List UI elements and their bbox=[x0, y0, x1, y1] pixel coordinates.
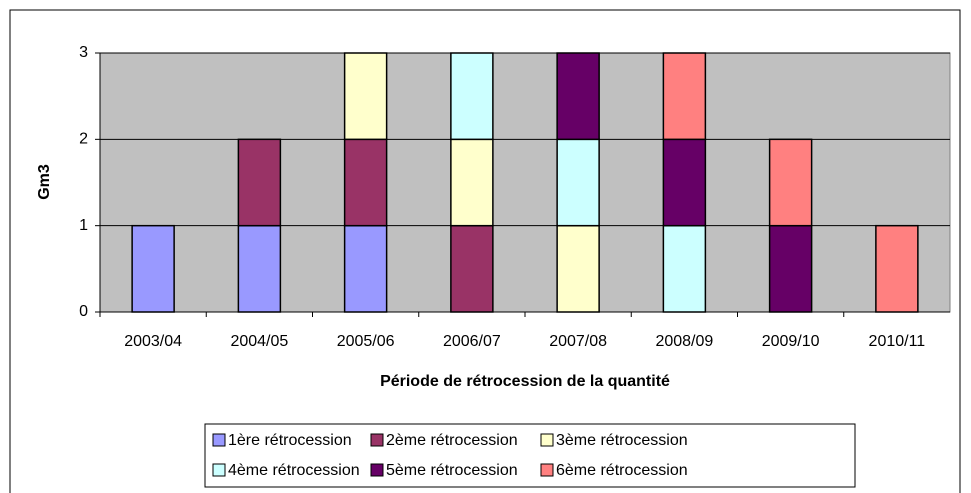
x-tick-label: 2010/11 bbox=[869, 333, 926, 350]
legend-label: 1ère rétrocession bbox=[228, 432, 352, 449]
plot-area bbox=[99, 52, 951, 313]
legend-swatch bbox=[370, 433, 384, 447]
x-tick-label: 2009/10 bbox=[762, 333, 820, 350]
bar-segment bbox=[450, 224, 494, 313]
bar-segment bbox=[662, 138, 707, 227]
legend-label: 5ème rétrocession bbox=[386, 462, 518, 479]
x-tick-label: 2006/07 bbox=[443, 333, 501, 350]
x-tick-label: 2007/08 bbox=[549, 333, 607, 350]
bar-segment bbox=[450, 52, 494, 141]
x-axis-label: Période de rétrocession de la quantité bbox=[380, 373, 670, 390]
bar-segment bbox=[343, 52, 388, 141]
legend-label: 2ème rétrocession bbox=[386, 432, 518, 449]
legend-label: 4ème rétrocession bbox=[228, 462, 360, 479]
legend-swatch bbox=[212, 463, 226, 477]
bar-segment bbox=[450, 138, 494, 227]
legend-swatch bbox=[540, 433, 554, 447]
x-tick-label: 2003/04 bbox=[124, 333, 182, 350]
legend-label: 3ème rétrocession bbox=[556, 432, 688, 449]
y-tick-label: 1 bbox=[79, 217, 88, 234]
x-tick-label: 2005/06 bbox=[337, 333, 395, 350]
y-tick-label: 3 bbox=[79, 44, 88, 61]
x-tick-label: 2004/05 bbox=[230, 333, 288, 350]
bar-segment bbox=[237, 138, 282, 227]
legend-swatch bbox=[212, 433, 226, 447]
bar-segment bbox=[768, 138, 813, 227]
bar-segment bbox=[556, 138, 600, 227]
y-tick-label: 2 bbox=[79, 131, 88, 148]
bar-segment bbox=[662, 224, 707, 313]
bar-segment bbox=[556, 224, 600, 313]
y-tick-label: 0 bbox=[79, 303, 88, 320]
bar-segment bbox=[343, 224, 388, 313]
y-axis-label: Gm3 bbox=[36, 164, 53, 200]
bar-segment bbox=[237, 224, 282, 313]
legend-box bbox=[204, 423, 856, 488]
bar-segment bbox=[662, 52, 707, 141]
legend-swatch bbox=[540, 463, 554, 477]
bar-segment bbox=[343, 138, 388, 227]
bar-segment bbox=[556, 52, 600, 141]
bar-segment bbox=[768, 224, 813, 313]
bar-segment bbox=[131, 224, 175, 313]
legend-swatch bbox=[370, 463, 384, 477]
bar-segment bbox=[875, 224, 919, 313]
x-tick-label: 2008/09 bbox=[655, 333, 713, 350]
legend-label: 6ème rétrocession bbox=[556, 462, 688, 479]
